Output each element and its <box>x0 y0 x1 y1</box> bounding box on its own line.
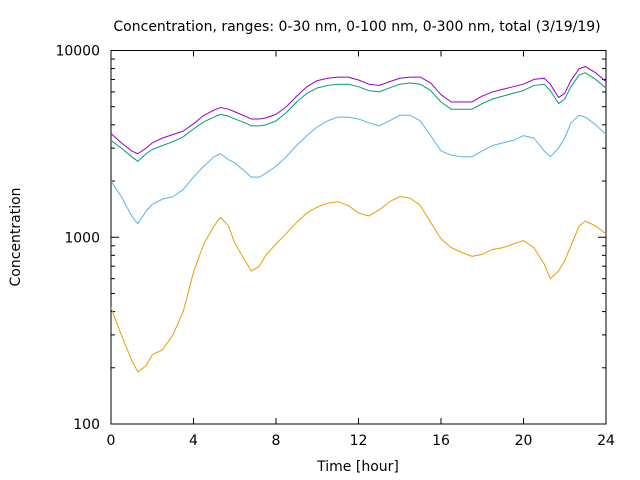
x-tick-label: 8 <box>272 433 281 449</box>
x-tick-label: 0 <box>107 433 116 449</box>
series-lines <box>110 66 607 373</box>
y-tick-label: 10000 <box>55 44 100 60</box>
series-line-1 <box>110 196 607 373</box>
y-tick-label: 100 <box>73 417 100 433</box>
x-tick-label: 24 <box>597 433 615 449</box>
x-tick-label: 20 <box>515 433 533 449</box>
series-line-2 <box>110 114 607 225</box>
series-line-3 <box>110 72 607 162</box>
y-axis-title: Concentration <box>8 187 24 286</box>
series-line-4 <box>110 66 607 155</box>
plot-area-border <box>110 50 607 425</box>
x-tick-label: 12 <box>350 433 368 449</box>
x-axis-title: Time [hour] <box>316 459 399 475</box>
x-tick-label: 16 <box>432 433 450 449</box>
chart-title: Concentration, ranges: 0-30 nm, 0-100 nm… <box>113 19 600 35</box>
y-tick-label: 1000 <box>64 230 100 246</box>
x-tick-label: 4 <box>189 433 198 449</box>
axis-ticks: 0 4 8 12 16 20 24 100 1000 10000 <box>55 44 615 450</box>
